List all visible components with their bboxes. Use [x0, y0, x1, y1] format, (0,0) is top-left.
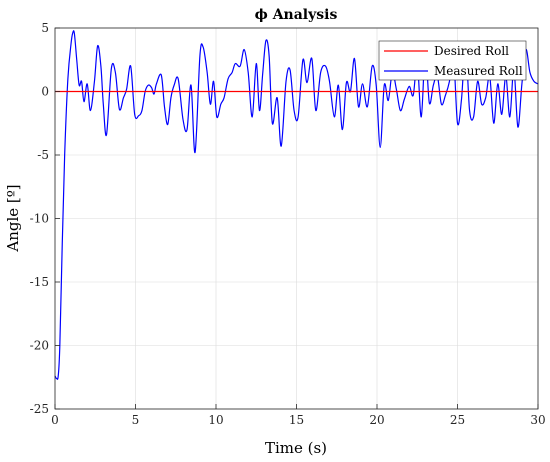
chart-title: ϕ Analysis: [255, 7, 338, 23]
y-tick-label: 5: [41, 21, 49, 35]
x-tick-label: 25: [450, 413, 465, 427]
tick-marks: [54, 27, 539, 410]
tick-labels: 0 5 10 15 20 25 30 5 0 -5 -10 -15 -20 -25: [30, 21, 546, 427]
x-tick-label: 20: [369, 413, 384, 427]
y-tick-label: -25: [30, 402, 49, 416]
x-tick-label: 15: [289, 413, 304, 427]
y-tick-label: -20: [30, 339, 49, 353]
x-tick-label: 30: [530, 413, 545, 427]
y-tick-label: 0: [41, 85, 49, 99]
legend-label-measured-roll: Measured Roll: [434, 64, 523, 78]
y-tick-label: -15: [30, 275, 49, 289]
x-axis-label: Time (s): [265, 439, 327, 457]
y-tick-label: -5: [37, 148, 49, 162]
legend: Desired Roll Measured Roll: [378, 40, 527, 81]
legend-box: [378, 40, 527, 81]
x-tick-label: 10: [208, 413, 223, 427]
y-axis-label: Angle [º]: [4, 184, 22, 252]
x-tick-label: 5: [132, 413, 140, 427]
legend-label-desired-roll: Desired Roll: [434, 44, 509, 58]
y-tick-label: -10: [30, 212, 49, 226]
x-tick-label: 0: [51, 413, 59, 427]
